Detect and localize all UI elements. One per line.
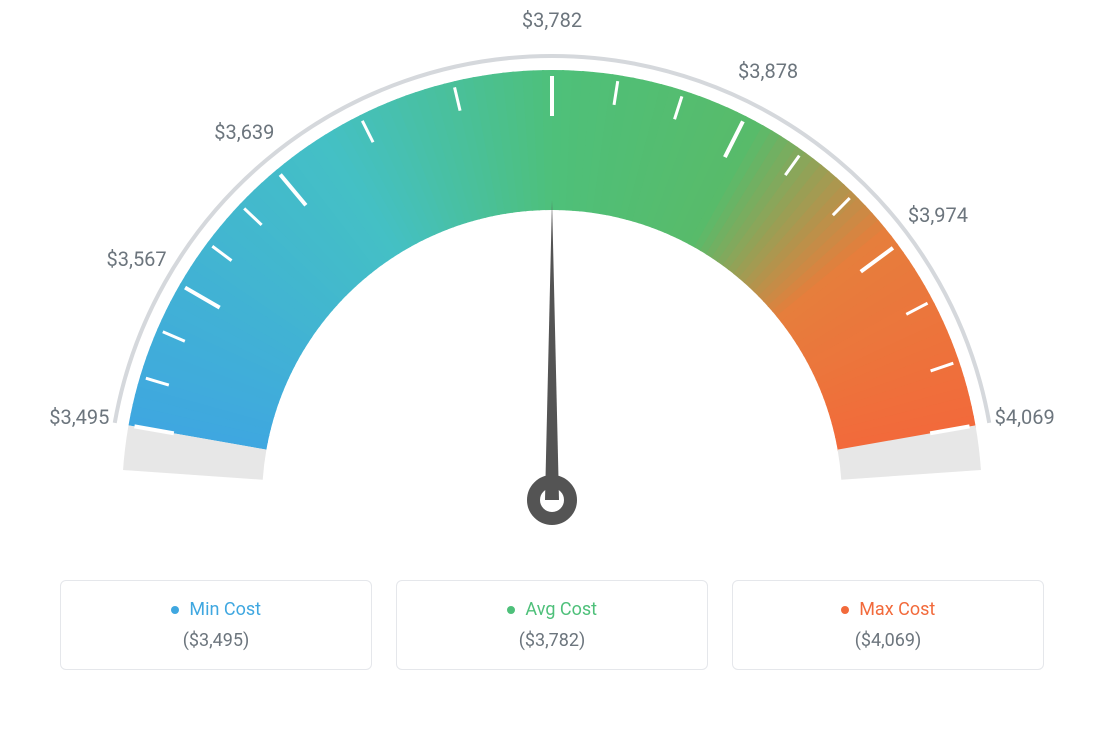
gauge-tick-label: $3,639 (214, 120, 274, 144)
summary-row: Min Cost ($3,495) Avg Cost ($3,782) Max … (0, 560, 1104, 730)
gauge-tick-label: $3,974 (908, 203, 968, 227)
min-cost-label: Min Cost (189, 599, 261, 620)
gauge-tick-label: $3,878 (738, 59, 798, 83)
gauge-svg (0, 0, 1104, 560)
avg-cost-title: Avg Cost (407, 599, 697, 620)
gauge-tick-label: $4,069 (995, 405, 1055, 429)
min-cost-card: Min Cost ($3,495) (60, 580, 372, 670)
min-cost-value: ($3,495) (71, 630, 361, 651)
min-cost-title: Min Cost (71, 599, 361, 620)
avg-cost-value: ($3,782) (407, 630, 697, 651)
min-cost-dot (171, 606, 179, 614)
max-cost-label: Max Cost (859, 599, 935, 620)
gauge-tick-label: $3,567 (107, 247, 167, 271)
gauge-tick-label: $3,782 (522, 8, 582, 32)
gauge-tick-label: $3,495 (49, 405, 109, 429)
avg-cost-label: Avg Cost (525, 599, 597, 620)
max-cost-value: ($4,069) (743, 630, 1033, 651)
avg-cost-dot (507, 606, 515, 614)
gauge-chart: $3,495 $3,567 $3,639 $3,782 $3,878 $3,974 $4,0… (0, 0, 1104, 560)
max-cost-card: Max Cost ($4,069) (732, 580, 1044, 670)
max-cost-title: Max Cost (743, 599, 1033, 620)
avg-cost-card: Avg Cost ($3,782) (396, 580, 708, 670)
max-cost-dot (841, 606, 849, 614)
